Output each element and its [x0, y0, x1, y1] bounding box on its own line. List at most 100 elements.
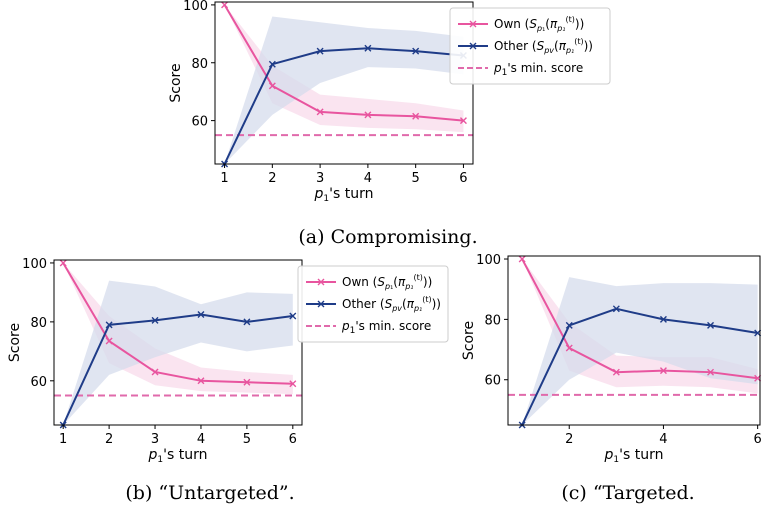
label-part: (t)	[414, 273, 423, 282]
y-axis-label: Score	[461, 321, 477, 360]
legend-entry-label: Other (Spv(πp₁(t)))	[342, 295, 441, 313]
label-part: 's min. score	[507, 61, 583, 75]
data-point-marker	[289, 312, 297, 320]
label-part: p₁	[556, 24, 565, 33]
y-tick-label: 80	[30, 316, 47, 331]
label-part: Own (	[342, 275, 377, 289]
label-part: Own (	[494, 17, 529, 31]
x-tick-label: 6	[289, 432, 297, 447]
data-point-marker	[612, 305, 620, 313]
x-axis-label: p1's turn	[314, 186, 374, 204]
data-point-marker	[565, 344, 573, 352]
y-tick-label: 100	[183, 0, 208, 14]
label-part: 1	[157, 455, 163, 465]
label-part: (t)	[574, 37, 583, 46]
legend-marker	[469, 42, 477, 50]
x-axis-label: p1's turn	[148, 447, 208, 465]
data-point-marker	[243, 378, 251, 386]
label-part: ))	[584, 39, 593, 53]
label-part: π	[398, 275, 406, 289]
legend-entry-label: Other (Spv(πp₁(t)))	[494, 37, 593, 55]
label-part: p	[314, 186, 324, 202]
x-tick-label: 4	[364, 171, 372, 186]
label-part: (	[393, 275, 398, 289]
data-point-marker	[268, 82, 276, 90]
label-part: S	[529, 17, 537, 31]
other-series-line	[521, 307, 758, 426]
data-point-marker	[59, 259, 67, 267]
data-point-marker	[151, 316, 159, 324]
label-part: ₁	[390, 282, 393, 291]
y-tick-label: 100	[22, 257, 47, 272]
x-tick-label: 3	[316, 171, 324, 186]
panel-targeted: 2 4 6 60 80 100 p1's turn Score (c) “Targeted.	[461, 253, 762, 504]
data-point-marker	[412, 112, 420, 120]
label-part: p₁	[413, 304, 422, 313]
x-tick-label: 6	[459, 171, 467, 186]
x-tick-label: 6	[754, 432, 762, 447]
data-point-marker	[268, 60, 276, 68]
data-point-marker	[707, 321, 715, 329]
label-part: S	[537, 39, 545, 53]
x-tick-label: 1	[220, 171, 228, 186]
legend-box	[297, 265, 449, 343]
y-axis-label: Score	[7, 323, 23, 362]
label-part: Other (	[494, 39, 537, 53]
label-part: (	[545, 17, 550, 31]
label-part: π	[550, 17, 558, 31]
label-part: v	[549, 46, 554, 55]
x-tick-label: 2	[565, 432, 573, 447]
data-point-marker	[105, 337, 113, 345]
data-point-marker	[707, 368, 715, 376]
legend-entry-label: p1's min. score	[493, 61, 583, 78]
legend-entry-label: Own (Sp₁(πp₁(t)))	[494, 15, 584, 33]
label-part: p	[148, 447, 158, 463]
data-point-marker	[659, 367, 667, 375]
label-part: ))	[575, 17, 584, 31]
label-part: 1	[323, 194, 329, 204]
y-tick-label: 60	[484, 374, 501, 389]
caption: (c) “Targeted.	[561, 482, 694, 504]
x-tick-label: 4	[197, 432, 205, 447]
own-series-line	[62, 262, 293, 385]
x-tick-label: 3	[151, 432, 159, 447]
label-part: p	[341, 319, 350, 333]
own-series-line	[223, 4, 464, 122]
label-part: 1	[502, 68, 508, 78]
label-part: p	[604, 447, 614, 463]
label-part: 1	[350, 326, 356, 336]
y-tick-label: 60	[191, 115, 208, 130]
legend-entry-label: Own (Sp₁(πp₁(t)))	[342, 273, 432, 291]
x-tick-label: 5	[412, 171, 420, 186]
data-point-marker	[364, 44, 372, 52]
data-point-marker	[565, 321, 573, 329]
x-tick-label: 2	[105, 432, 113, 447]
label-part: π	[407, 297, 415, 311]
axes-frame	[507, 255, 761, 426]
data-point-marker	[221, 1, 229, 9]
y-tick-label: 80	[191, 57, 208, 72]
x-tick-label: 4	[659, 432, 667, 447]
label-part: (	[554, 39, 559, 53]
label-part: π	[559, 39, 567, 53]
caption: (b) “Untargeted”.	[125, 482, 294, 504]
other-confidence-band	[63, 280, 293, 425]
label-part: (t)	[566, 15, 575, 24]
data-point-marker	[459, 117, 467, 125]
data-point-marker	[151, 368, 159, 376]
label-part: v	[397, 304, 402, 313]
data-point-marker	[612, 368, 620, 376]
legend-marker	[317, 300, 325, 308]
data-point-marker	[412, 47, 420, 55]
x-tick-label: 2	[268, 171, 276, 186]
y-tick-label: 60	[30, 375, 47, 390]
label-part: p	[384, 282, 390, 291]
other-confidence-band	[522, 277, 758, 425]
label-part: S	[377, 275, 385, 289]
label-part: 's turn	[329, 186, 373, 202]
x-tick-label: 1	[59, 432, 67, 447]
label-part: p₁	[404, 282, 413, 291]
data-point-marker	[316, 47, 324, 55]
